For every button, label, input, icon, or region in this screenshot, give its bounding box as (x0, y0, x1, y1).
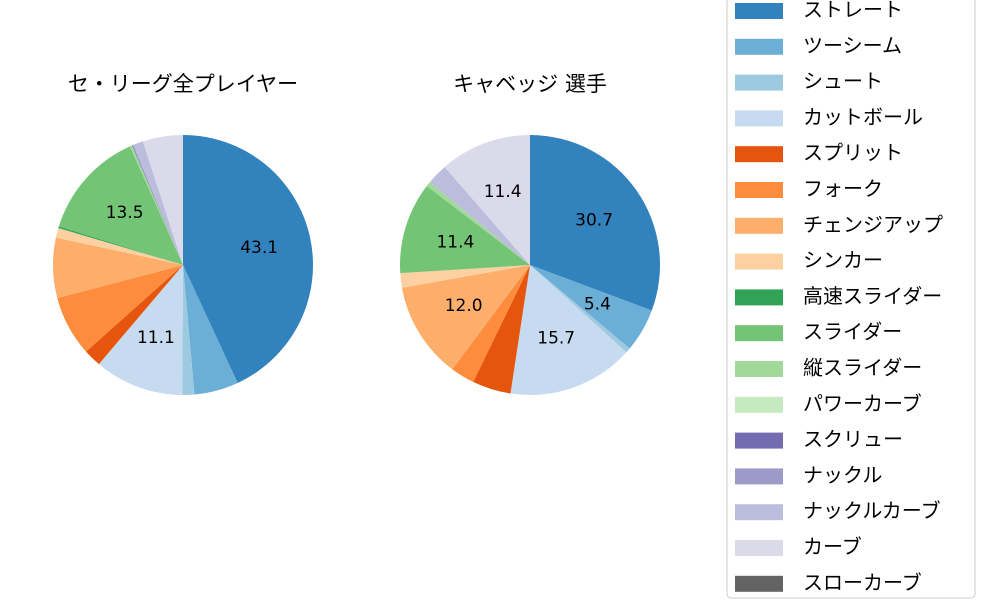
data-label: 15.7 (537, 328, 575, 348)
pie-slice (400, 265, 530, 288)
pie-slice (86, 265, 183, 365)
pie-slice (530, 135, 660, 311)
pie-slice (55, 227, 184, 265)
pie-slice (182, 265, 195, 396)
legend-swatch (735, 396, 783, 413)
pie-slice (429, 166, 530, 265)
legend-label: カーブ (803, 535, 862, 559)
legend-swatch (735, 432, 783, 449)
legend-swatch (735, 217, 783, 234)
legend-swatch (735, 110, 783, 127)
legend-swatch (735, 325, 783, 342)
legend-swatch (735, 575, 783, 592)
pie-slice (183, 135, 313, 383)
legend-label: ナックルカーブ (803, 499, 941, 523)
pie-slice (58, 226, 183, 265)
pie-slice (129, 145, 183, 265)
pie-slice (142, 135, 183, 265)
legend-label: シュート (803, 69, 883, 93)
legend-label: チェンジアップ (803, 212, 943, 236)
legend-swatch (735, 540, 783, 556)
data-label: 5.4 (584, 294, 611, 314)
legend-box (726, 0, 976, 599)
pie-slice (444, 135, 530, 265)
pie-slice (473, 265, 530, 394)
legend-label: スライダー (803, 320, 902, 344)
legend-label: ストレート (803, 0, 903, 22)
legend-swatch (735, 74, 783, 91)
legend-swatch (735, 3, 783, 19)
pie-title: キャベッジ 選手 (453, 72, 607, 96)
data-label: 43.1 (240, 238, 278, 258)
legend-swatch (735, 361, 783, 377)
legend-label: ツーシーム (803, 33, 902, 57)
pie-slice (530, 265, 630, 353)
data-label: 11.4 (436, 232, 474, 252)
pie-slice (452, 265, 530, 382)
legend-label: パワーカーブ (803, 391, 922, 415)
pie-slice (510, 265, 627, 395)
legend-swatch (735, 182, 783, 198)
pie-slice (58, 146, 183, 265)
data-label: 13.5 (106, 203, 144, 223)
pie-slice (98, 265, 183, 395)
legend-swatch (735, 468, 783, 485)
pie-slice (400, 185, 530, 274)
data-label: 30.7 (575, 211, 613, 231)
data-label: 12.0 (445, 296, 483, 316)
pie-slice (57, 265, 183, 352)
legend-label: スローカーブ (803, 570, 922, 594)
pie-slice (426, 182, 530, 265)
pie-slice (132, 141, 183, 265)
pie-slice (530, 265, 652, 349)
legend-label: ナックル (803, 463, 882, 487)
legend-label: 高速スライダー (803, 284, 942, 308)
pie-slice (132, 145, 183, 265)
pie-title: セ・リーグ全プレイヤー (68, 72, 298, 96)
legend-label: カットボール (803, 105, 923, 129)
legend-label: 縦スライダー (803, 356, 922, 380)
legend-swatch (735, 146, 783, 163)
legend-label: スプリット (803, 141, 903, 165)
legend-label: スクリュー (803, 427, 903, 451)
legend-label: フォーク (803, 177, 883, 201)
data-label: 11.4 (484, 182, 522, 202)
pie-slice (183, 265, 238, 395)
legend-swatch (735, 253, 783, 270)
pie-slice (52, 237, 184, 299)
legend-swatch (735, 504, 783, 521)
pie-slice (402, 265, 530, 370)
legend-swatch (735, 289, 783, 306)
data-label: 11.1 (137, 328, 175, 348)
legend-swatch (735, 38, 783, 55)
legend-label: シンカー (803, 248, 883, 272)
